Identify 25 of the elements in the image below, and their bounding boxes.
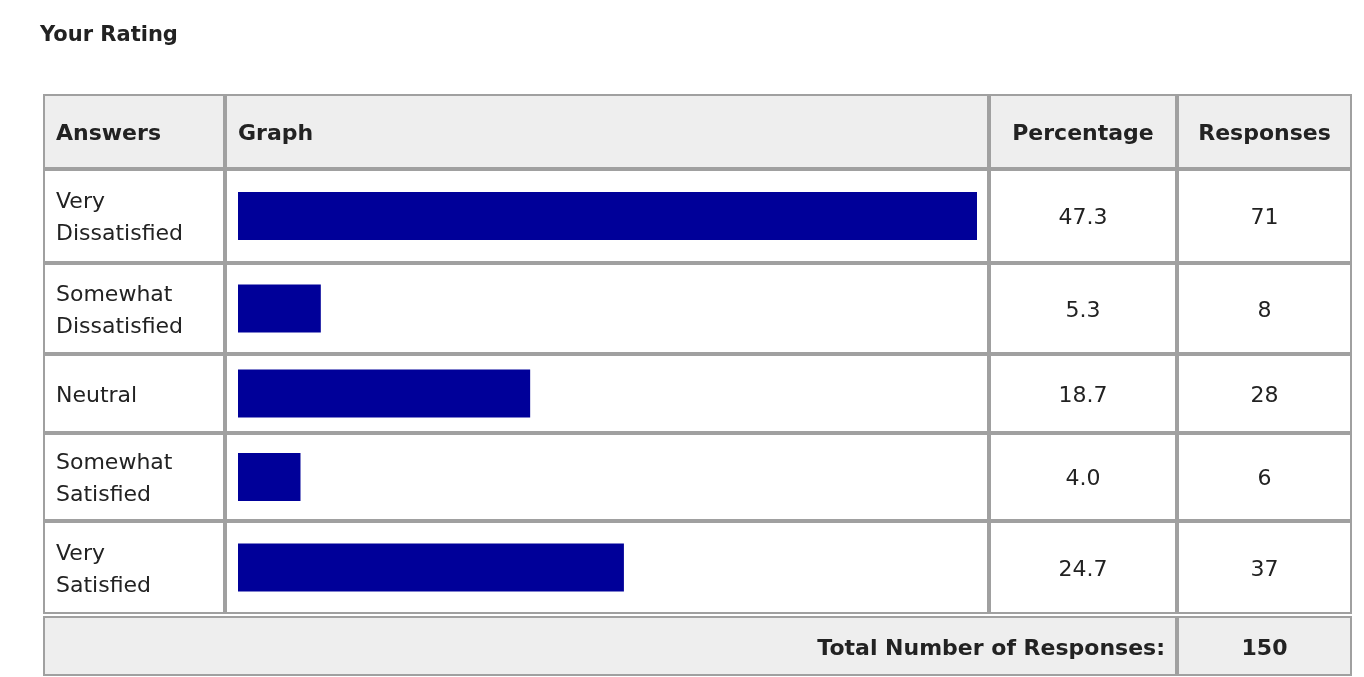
text: Percentage [1012,120,1154,145]
data-label: 24.7 [1058,555,1108,581]
text: 28 [1250,381,1279,407]
text: 8 [1257,296,1272,322]
data-label: 5.3 [1065,296,1101,322]
y-tick-label: Very Dissatisfied [56,188,184,245]
text: Total Number of Responses: [817,635,1165,660]
y-tick-label: Neutral [56,381,138,407]
y-tick-label: Somewhat Satisfied [56,449,173,506]
bar [238,192,977,240]
text: Responses [1198,120,1331,145]
text: Answers [56,120,161,145]
y-tick-label: Very Satisfied [56,539,152,597]
bar [238,543,624,592]
data-label: 4.0 [1065,465,1101,490]
data-label: 47.3 [1058,204,1108,229]
text: 150 [1241,635,1288,660]
text: 6 [1257,465,1272,490]
bar [238,369,531,418]
data-label: 18.7 [1058,381,1108,407]
text: Graph [238,120,314,145]
chart-title: Your Rating [39,22,178,46]
text: 37 [1250,555,1279,581]
y-tick-label: Somewhat Dissatisfied [56,280,184,338]
text: 71 [1250,204,1279,229]
